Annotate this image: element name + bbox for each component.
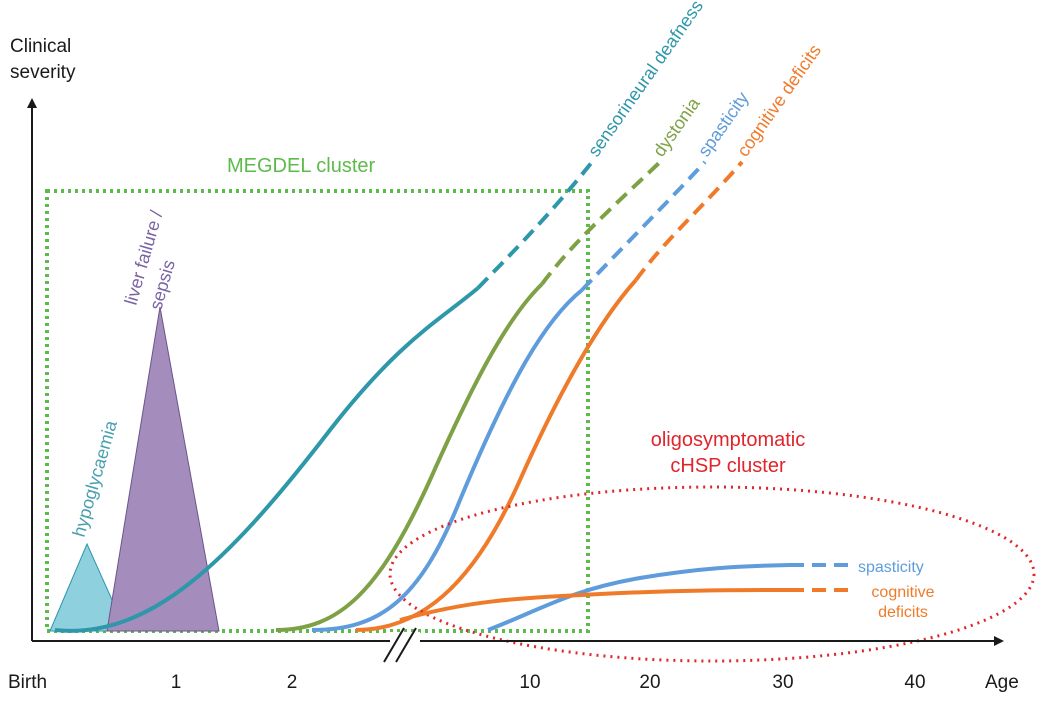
chsp-cluster-ellipse bbox=[388, 485, 1036, 663]
dystonia-curve bbox=[275, 282, 544, 632]
y-axis-label-line1: Clinical bbox=[10, 36, 71, 57]
chsp-spasticity-curve bbox=[487, 563, 791, 632]
chsp-cognitive-label-line2: deficits bbox=[878, 604, 928, 621]
x-tick-label: 2 bbox=[287, 672, 298, 693]
chsp-cognitive-label-line1: cognitive bbox=[871, 584, 934, 601]
x-axis-label: Age bbox=[985, 672, 1019, 693]
chsp-spasticity-label: spasticity bbox=[858, 559, 924, 576]
dystonia-dashed bbox=[540, 160, 662, 286]
liver-failure-triangle bbox=[106, 306, 220, 632]
x-tick-label: 20 bbox=[639, 672, 660, 693]
spasticity-dashed bbox=[580, 160, 707, 292]
sensorineural-deafness-dashed bbox=[476, 160, 594, 290]
axis-break-icon bbox=[383, 627, 420, 663]
x-tick-label: Birth bbox=[8, 672, 47, 693]
cognitive-deficits-dashed bbox=[634, 160, 744, 282]
spasticity-curve bbox=[311, 288, 584, 632]
chsp-cluster-label-line2: cHSP cluster bbox=[670, 455, 786, 477]
chsp-cluster-label-line1: oligosymptomatic bbox=[651, 429, 806, 451]
x-tick-label: 40 bbox=[904, 672, 925, 693]
x-tick-label: 30 bbox=[772, 672, 793, 693]
hypoglycaemia-label: hypoglycaemia bbox=[69, 417, 122, 539]
cognitive-deficits-curve bbox=[355, 278, 638, 632]
x-tick-label: 10 bbox=[519, 672, 540, 693]
x-tick-label: 1 bbox=[171, 672, 182, 693]
y-axis-label-line2: severity bbox=[10, 62, 76, 83]
chsp-cognitive-curve bbox=[399, 588, 791, 622]
megdel-cluster-label: MEGDEL cluster bbox=[227, 155, 376, 177]
sensorineural-deafness-label: sensorineural deafness bbox=[584, 0, 707, 160]
sensorineural-deafness-curve bbox=[54, 286, 480, 633]
